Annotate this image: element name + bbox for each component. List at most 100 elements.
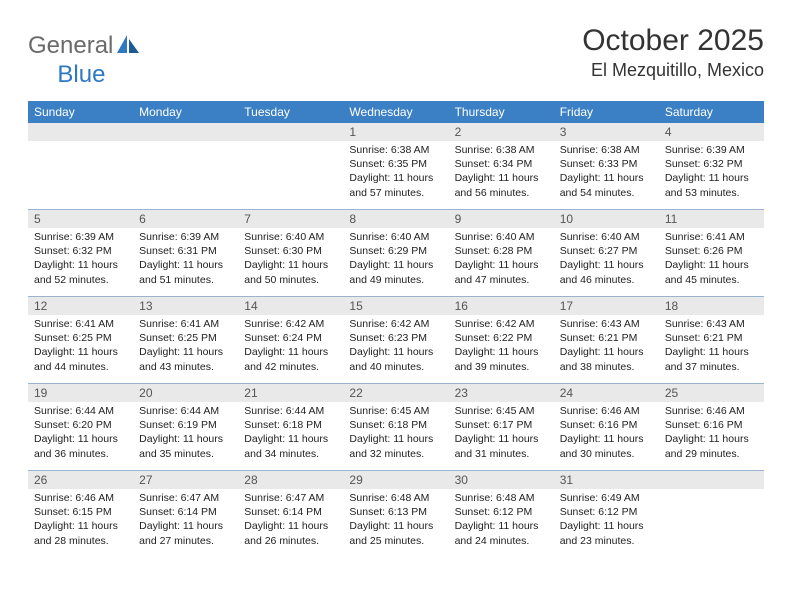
week-row: 1Sunrise: 6:38 AMSunset: 6:35 PMDaylight… [28, 123, 764, 209]
dow-sunday: Sunday [28, 101, 133, 123]
daylight-text: Daylight: 11 hours and 38 minutes. [560, 345, 653, 373]
day-number: 3 [554, 123, 659, 141]
sunrise-text: Sunrise: 6:39 AM [665, 143, 758, 157]
day-body: Sunrise: 6:41 AMSunset: 6:26 PMDaylight:… [659, 228, 764, 291]
sunrise-text: Sunrise: 6:46 AM [34, 491, 127, 505]
sunset-text: Sunset: 6:30 PM [244, 244, 337, 258]
day-number-empty [238, 123, 343, 141]
daylight-text: Daylight: 11 hours and 25 minutes. [349, 519, 442, 547]
daylight-text: Daylight: 11 hours and 47 minutes. [455, 258, 548, 286]
day-body: Sunrise: 6:41 AMSunset: 6:25 PMDaylight:… [133, 315, 238, 378]
day-cell: 27Sunrise: 6:47 AMSunset: 6:14 PMDayligh… [133, 471, 238, 557]
sunset-text: Sunset: 6:26 PM [665, 244, 758, 258]
sunset-text: Sunset: 6:33 PM [560, 157, 653, 171]
sunset-text: Sunset: 6:35 PM [349, 157, 442, 171]
day-cell: 26Sunrise: 6:46 AMSunset: 6:15 PMDayligh… [28, 471, 133, 557]
day-cell: 7Sunrise: 6:40 AMSunset: 6:30 PMDaylight… [238, 210, 343, 296]
sunrise-text: Sunrise: 6:49 AM [560, 491, 653, 505]
sunrise-text: Sunrise: 6:42 AM [455, 317, 548, 331]
day-number: 1 [343, 123, 448, 141]
day-cell [133, 123, 238, 209]
daylight-text: Daylight: 11 hours and 42 minutes. [244, 345, 337, 373]
sunset-text: Sunset: 6:16 PM [560, 418, 653, 432]
sunset-text: Sunset: 6:21 PM [560, 331, 653, 345]
daylight-text: Daylight: 11 hours and 52 minutes. [34, 258, 127, 286]
daylight-text: Daylight: 11 hours and 34 minutes. [244, 432, 337, 460]
day-body: Sunrise: 6:41 AMSunset: 6:25 PMDaylight:… [28, 315, 133, 378]
day-body: Sunrise: 6:44 AMSunset: 6:20 PMDaylight:… [28, 402, 133, 465]
sunset-text: Sunset: 6:17 PM [455, 418, 548, 432]
sunset-text: Sunset: 6:20 PM [34, 418, 127, 432]
sunrise-text: Sunrise: 6:41 AM [139, 317, 232, 331]
day-cell: 4Sunrise: 6:39 AMSunset: 6:32 PMDaylight… [659, 123, 764, 209]
dow-friday: Friday [554, 101, 659, 123]
day-cell [238, 123, 343, 209]
daylight-text: Daylight: 11 hours and 23 minutes. [560, 519, 653, 547]
day-body: Sunrise: 6:42 AMSunset: 6:24 PMDaylight:… [238, 315, 343, 378]
day-number: 9 [449, 210, 554, 228]
day-cell: 12Sunrise: 6:41 AMSunset: 6:25 PMDayligh… [28, 297, 133, 383]
sunrise-text: Sunrise: 6:44 AM [244, 404, 337, 418]
sunrise-text: Sunrise: 6:39 AM [34, 230, 127, 244]
daylight-text: Daylight: 11 hours and 44 minutes. [34, 345, 127, 373]
sunrise-text: Sunrise: 6:42 AM [349, 317, 442, 331]
day-cell [659, 471, 764, 557]
daylight-text: Daylight: 11 hours and 40 minutes. [349, 345, 442, 373]
day-number: 6 [133, 210, 238, 228]
day-body: Sunrise: 6:49 AMSunset: 6:12 PMDaylight:… [554, 489, 659, 552]
day-body: Sunrise: 6:46 AMSunset: 6:16 PMDaylight:… [659, 402, 764, 465]
sunset-text: Sunset: 6:22 PM [455, 331, 548, 345]
day-body: Sunrise: 6:42 AMSunset: 6:22 PMDaylight:… [449, 315, 554, 378]
sunrise-text: Sunrise: 6:41 AM [34, 317, 127, 331]
day-body: Sunrise: 6:43 AMSunset: 6:21 PMDaylight:… [554, 315, 659, 378]
day-cell: 17Sunrise: 6:43 AMSunset: 6:21 PMDayligh… [554, 297, 659, 383]
day-cell: 24Sunrise: 6:46 AMSunset: 6:16 PMDayligh… [554, 384, 659, 470]
day-cell: 14Sunrise: 6:42 AMSunset: 6:24 PMDayligh… [238, 297, 343, 383]
daylight-text: Daylight: 11 hours and 43 minutes. [139, 345, 232, 373]
daylight-text: Daylight: 11 hours and 36 minutes. [34, 432, 127, 460]
sunrise-text: Sunrise: 6:48 AM [349, 491, 442, 505]
sunset-text: Sunset: 6:23 PM [349, 331, 442, 345]
day-number: 2 [449, 123, 554, 141]
sunset-text: Sunset: 6:12 PM [560, 505, 653, 519]
day-number: 20 [133, 384, 238, 402]
logo: General [28, 32, 143, 60]
sunrise-text: Sunrise: 6:43 AM [665, 317, 758, 331]
day-body: Sunrise: 6:38 AMSunset: 6:34 PMDaylight:… [449, 141, 554, 204]
dow-saturday: Saturday [659, 101, 764, 123]
daylight-text: Daylight: 11 hours and 37 minutes. [665, 345, 758, 373]
day-cell [28, 123, 133, 209]
day-number: 22 [343, 384, 448, 402]
sunrise-text: Sunrise: 6:40 AM [244, 230, 337, 244]
day-cell: 31Sunrise: 6:49 AMSunset: 6:12 PMDayligh… [554, 471, 659, 557]
sunset-text: Sunset: 6:18 PM [349, 418, 442, 432]
sunset-text: Sunset: 6:12 PM [455, 505, 548, 519]
day-number: 13 [133, 297, 238, 315]
sunrise-text: Sunrise: 6:40 AM [349, 230, 442, 244]
day-number: 11 [659, 210, 764, 228]
day-body: Sunrise: 6:48 AMSunset: 6:13 PMDaylight:… [343, 489, 448, 552]
daylight-text: Daylight: 11 hours and 50 minutes. [244, 258, 337, 286]
sunset-text: Sunset: 6:14 PM [139, 505, 232, 519]
logo-sail-icon [115, 33, 141, 60]
sunrise-text: Sunrise: 6:38 AM [455, 143, 548, 157]
sunset-text: Sunset: 6:32 PM [34, 244, 127, 258]
day-number: 14 [238, 297, 343, 315]
sunset-text: Sunset: 6:16 PM [665, 418, 758, 432]
day-cell: 22Sunrise: 6:45 AMSunset: 6:18 PMDayligh… [343, 384, 448, 470]
day-body: Sunrise: 6:46 AMSunset: 6:15 PMDaylight:… [28, 489, 133, 552]
day-number-empty [133, 123, 238, 141]
day-number: 10 [554, 210, 659, 228]
sunset-text: Sunset: 6:19 PM [139, 418, 232, 432]
daylight-text: Daylight: 11 hours and 24 minutes. [455, 519, 548, 547]
sunset-text: Sunset: 6:32 PM [665, 157, 758, 171]
day-cell: 23Sunrise: 6:45 AMSunset: 6:17 PMDayligh… [449, 384, 554, 470]
day-number: 5 [28, 210, 133, 228]
sunrise-text: Sunrise: 6:40 AM [455, 230, 548, 244]
sunrise-text: Sunrise: 6:44 AM [34, 404, 127, 418]
day-number: 21 [238, 384, 343, 402]
sunrise-text: Sunrise: 6:45 AM [349, 404, 442, 418]
sunset-text: Sunset: 6:14 PM [244, 505, 337, 519]
day-cell: 6Sunrise: 6:39 AMSunset: 6:31 PMDaylight… [133, 210, 238, 296]
day-cell: 25Sunrise: 6:46 AMSunset: 6:16 PMDayligh… [659, 384, 764, 470]
